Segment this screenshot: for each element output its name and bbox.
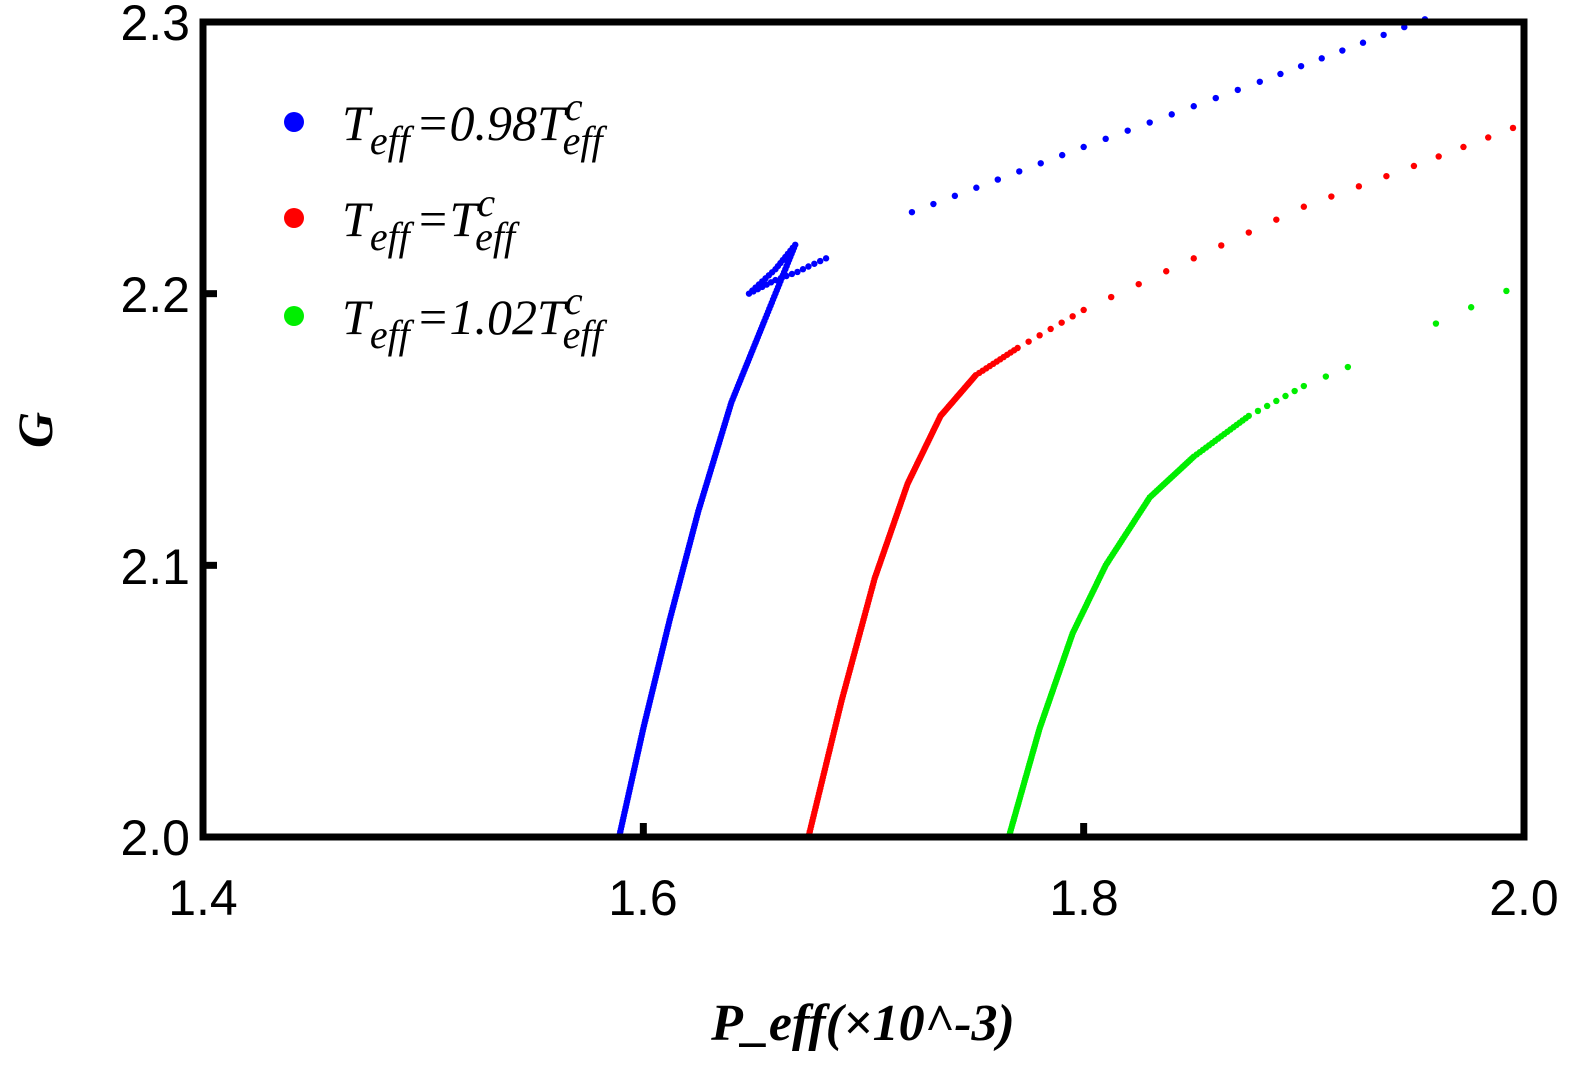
data-point: [1014, 344, 1021, 352]
data-point: [1328, 193, 1335, 200]
data-point: [783, 272, 790, 280]
data-point: [1218, 242, 1225, 249]
data-point: [1234, 86, 1241, 94]
data-point: [1383, 172, 1390, 180]
data-point: [951, 192, 959, 200]
data-point: [1273, 216, 1280, 223]
plot-frame: [199, 18, 1528, 841]
x-tick-label: 1.6: [608, 870, 678, 926]
data-point: [811, 260, 818, 267]
series-T_eff=T^c_eff: [805, 124, 1517, 841]
data-point: [1322, 373, 1330, 380]
data-point: [1080, 143, 1087, 151]
data-point: [1124, 127, 1131, 134]
data-point: [1300, 203, 1308, 210]
data-point: [1190, 255, 1197, 262]
x-axis-label: P_eff(×10^-3): [710, 995, 1015, 1052]
data-point: [994, 176, 1002, 183]
data-point: [1059, 151, 1066, 159]
series-T_eff=1.02T^c_eff: [1005, 287, 1510, 841]
data-point: [1146, 119, 1153, 126]
data-point: [1344, 363, 1352, 371]
data-point: [794, 268, 801, 276]
data-point: [1297, 62, 1305, 70]
legend-marker: [284, 112, 304, 132]
data-point: [1163, 268, 1170, 275]
data-point: [1485, 134, 1492, 141]
data-point: [817, 257, 824, 265]
data-point: [1047, 325, 1054, 333]
series-T_eff=0.98T^c_eff: [615, 16, 1429, 841]
data-point: [1107, 293, 1115, 301]
data-point: [1435, 153, 1442, 160]
legend: Teff =0.98Tc eff Teff =Tc eff Teff =1.02Tc eff: [284, 84, 607, 357]
legend-marker: [284, 306, 304, 326]
data-point: [822, 255, 830, 262]
data-point: [908, 208, 916, 216]
data-point: [1212, 94, 1219, 102]
legend-marker: [284, 208, 304, 228]
data-point: [1300, 382, 1308, 390]
data-point: [1355, 183, 1363, 190]
data-point: [930, 200, 937, 208]
data-point: [1282, 392, 1289, 400]
data-point: [1503, 287, 1510, 295]
x-tick-label: 1.4: [168, 870, 238, 926]
data-point: [973, 184, 980, 191]
x-tick-label: 2.0: [1489, 870, 1559, 926]
data-point: [1410, 162, 1418, 170]
data-point: [1037, 160, 1044, 167]
legend-label: Teff =1.02Tc eff: [342, 278, 607, 357]
data-point: [1016, 168, 1023, 175]
y-tick-label: 2.2: [120, 267, 190, 323]
data-point: [1460, 143, 1467, 151]
data-point: [1432, 320, 1440, 327]
data-point: [1036, 332, 1043, 339]
data-point: [1339, 47, 1346, 54]
y-axis-label: G: [7, 412, 63, 448]
data-point: [1318, 55, 1325, 62]
data-point: [1080, 306, 1087, 314]
axis-ticks: [199, 18, 1528, 841]
y-tick-label: 2.0: [120, 810, 190, 866]
data-point: [1245, 412, 1252, 420]
data-point: [1359, 39, 1367, 46]
data-point: [1273, 397, 1280, 405]
legend-item: Teff =1.02Tc eff: [284, 278, 607, 357]
legend-item: Teff =Tc eff: [284, 180, 520, 259]
data-point: [1025, 338, 1032, 345]
data-point: [1245, 229, 1252, 236]
data-point: [1168, 111, 1175, 118]
plot-marks: [615, 16, 1517, 841]
data-point: [1277, 70, 1284, 78]
y-tick-label: 2.3: [120, 0, 190, 51]
data-point: [1058, 319, 1065, 326]
data-point: [1509, 124, 1517, 132]
data-point: [1467, 304, 1475, 311]
data-point: [1190, 103, 1197, 110]
data-point: [805, 263, 812, 270]
legend-item: Teff =0.98Tc eff: [284, 84, 607, 163]
y-tick-label: 2.1: [120, 539, 190, 595]
data-point: [799, 266, 807, 273]
data-point: [1380, 31, 1387, 39]
data-point: [777, 274, 785, 282]
data-point: [1069, 313, 1076, 320]
data-point: [1263, 402, 1271, 410]
data-point: [1102, 135, 1109, 143]
x-tick-label: 1.8: [1049, 870, 1119, 926]
legend-label: Teff =Tc eff: [342, 180, 520, 259]
legend-label: Teff =0.98Tc eff: [342, 84, 607, 163]
data-point: [772, 276, 779, 284]
data-point: [1135, 280, 1142, 288]
data-point: [788, 270, 796, 278]
data-point: [1291, 387, 1298, 395]
data-point: [1256, 78, 1264, 85]
data-point: [1254, 407, 1262, 415]
